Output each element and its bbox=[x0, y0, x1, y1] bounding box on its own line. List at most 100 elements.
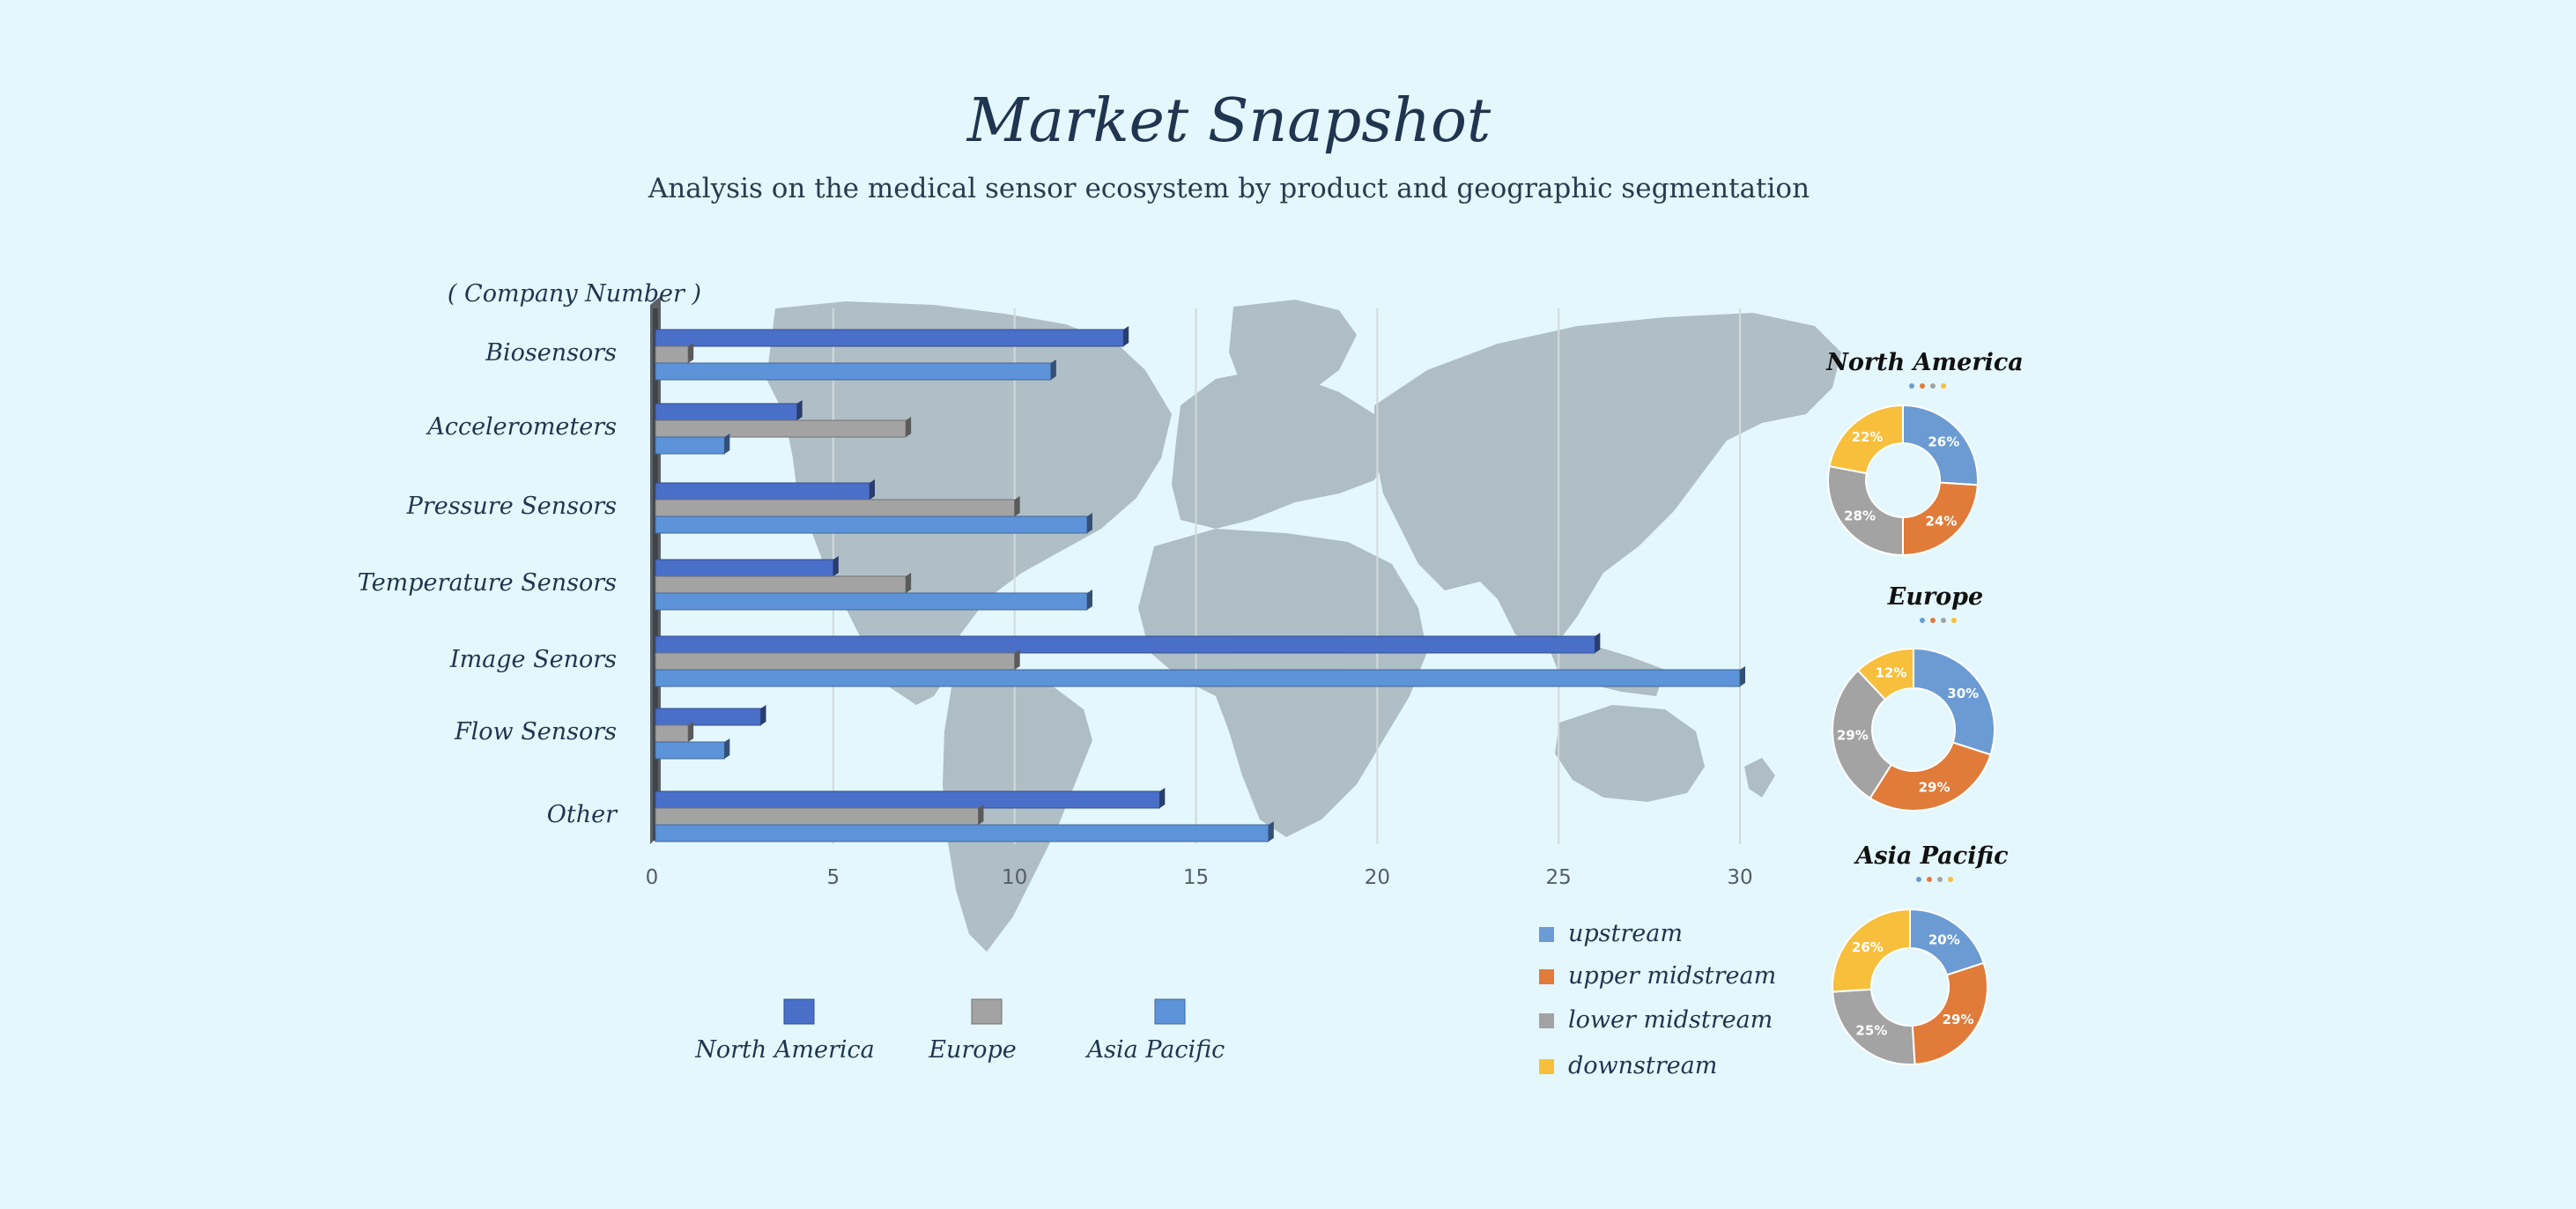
slice-label: 26% bbox=[1852, 939, 1884, 955]
slice-label: 29% bbox=[1837, 728, 1869, 744]
title-dot bbox=[1948, 877, 1953, 882]
title-dot bbox=[1930, 383, 1936, 389]
bar-north-america bbox=[655, 329, 1124, 347]
world-map-graphic bbox=[766, 300, 1841, 952]
slice-label: 29% bbox=[1943, 1012, 1974, 1027]
x-tick-label: 10 bbox=[1002, 866, 1027, 889]
pie-legend-label: lower midstream bbox=[1568, 1006, 1773, 1034]
map-asia bbox=[1374, 313, 1841, 652]
donut-slice bbox=[1911, 961, 1988, 1065]
x-tick-label: 0 bbox=[646, 866, 659, 889]
bar-end-cap bbox=[724, 434, 730, 454]
pie-legend-label: upstream bbox=[1568, 920, 1683, 947]
donut-slice bbox=[1856, 647, 1914, 701]
slice-label: 26% bbox=[1928, 434, 1959, 450]
bar-north-america bbox=[655, 708, 761, 726]
donut-slice bbox=[1827, 464, 1904, 557]
bar-asia-pacific bbox=[655, 741, 725, 760]
legend-label: Europe bbox=[928, 1036, 1017, 1064]
bar-asia-pacific bbox=[655, 592, 1088, 611]
slice-label: 12% bbox=[1875, 664, 1906, 680]
x-tick-label: 5 bbox=[827, 866, 840, 889]
pie-legend-swatch bbox=[1539, 969, 1554, 984]
legend-label: North America bbox=[694, 1036, 874, 1064]
title-dot bbox=[1941, 618, 1946, 623]
donut-slice bbox=[1902, 404, 1979, 486]
pie-legend-label: downstream bbox=[1568, 1052, 1717, 1079]
slice-label: 22% bbox=[1852, 429, 1884, 445]
map-south-america bbox=[943, 674, 1092, 952]
bar-end-cap bbox=[1268, 821, 1274, 842]
bar-end-cap bbox=[833, 556, 839, 576]
bar-end-cap bbox=[1123, 326, 1129, 346]
slice-label: 30% bbox=[1947, 686, 1979, 701]
donut-title: Europe bbox=[1887, 583, 1984, 611]
title-dot bbox=[1951, 618, 1957, 623]
bar-asia-pacific bbox=[655, 669, 1741, 687]
bar-europe bbox=[655, 652, 1016, 671]
y-axis-label: ( Company Number ) bbox=[448, 280, 701, 308]
donut-title: North America bbox=[1825, 349, 2024, 376]
map-europe bbox=[1172, 370, 1392, 529]
bar-north-america bbox=[655, 790, 1160, 809]
bar-end-cap bbox=[1087, 590, 1092, 610]
legend-label: Asia Pacific bbox=[1084, 1036, 1225, 1064]
legend-swatch bbox=[783, 998, 815, 1025]
x-tick-label: 25 bbox=[1546, 866, 1572, 889]
bar-end-cap bbox=[1014, 496, 1020, 516]
bar-end-cap bbox=[906, 573, 912, 593]
title-dot bbox=[1941, 383, 1946, 389]
bar-asia-pacific bbox=[655, 824, 1269, 842]
bar-end-cap bbox=[978, 805, 984, 825]
bar-europe bbox=[655, 499, 1016, 517]
map-new-zealand bbox=[1744, 758, 1775, 797]
map-australia bbox=[1555, 705, 1705, 802]
bar-north-america bbox=[655, 559, 834, 577]
x-tick-label: 30 bbox=[1727, 866, 1752, 889]
pie-legend-swatch bbox=[1539, 1059, 1554, 1074]
bar-europe bbox=[655, 419, 907, 438]
donut-slice bbox=[1832, 908, 1911, 993]
slice-label: 25% bbox=[1855, 1023, 1887, 1039]
bar-asia-pacific bbox=[655, 515, 1088, 534]
bar-end-cap bbox=[1159, 788, 1166, 808]
donut-title: Asia Pacific bbox=[1853, 842, 2008, 870]
category-label: Image Senors bbox=[449, 646, 617, 673]
donut-slice bbox=[1832, 988, 1916, 1065]
category-label: Temperature Sensors bbox=[358, 569, 617, 597]
bar-north-america bbox=[655, 482, 870, 501]
donut-slice bbox=[1869, 741, 1992, 812]
category-label: Pressure Sensors bbox=[406, 493, 617, 520]
bar-end-cap bbox=[870, 479, 875, 500]
legend-swatch bbox=[1154, 998, 1186, 1025]
slice-label: 28% bbox=[1844, 508, 1876, 523]
title-dot bbox=[1916, 877, 1921, 882]
category-label: Flow Sensors bbox=[454, 718, 617, 745]
slice-label: 29% bbox=[1919, 779, 1951, 795]
bar-europe bbox=[655, 724, 689, 743]
bar-end-cap bbox=[1050, 360, 1056, 380]
pie-legend-label: upper midstream bbox=[1568, 962, 1776, 990]
bar-north-america bbox=[655, 635, 1595, 654]
category-label: Biosensors bbox=[485, 339, 617, 367]
chart-bars bbox=[655, 326, 1745, 842]
title-dot bbox=[1927, 877, 1932, 882]
title-dot bbox=[1930, 618, 1936, 623]
bar-asia-pacific bbox=[655, 436, 725, 455]
bar-europe bbox=[655, 807, 979, 826]
bar-end-cap bbox=[1740, 666, 1745, 686]
legend-swatch bbox=[971, 998, 1003, 1025]
bar-end-cap bbox=[688, 343, 694, 363]
donut-slice bbox=[1832, 669, 1893, 800]
donut-charts: North America 26% 24% 28% 22% Europe 30% 29% 29%… bbox=[1825, 349, 2024, 1065]
bar-end-cap bbox=[1595, 633, 1601, 653]
bar-end-cap bbox=[1014, 649, 1020, 670]
title-dot bbox=[1909, 383, 1914, 389]
bar-asia-pacific bbox=[655, 362, 1052, 381]
pie-legend-swatch bbox=[1539, 927, 1554, 942]
bar-europe bbox=[655, 345, 689, 364]
pie-legend: upstream upper midstream lower midstream do… bbox=[1539, 920, 1776, 1079]
bar-end-cap bbox=[724, 738, 730, 759]
page-title: Market Snapshot bbox=[966, 86, 1492, 156]
